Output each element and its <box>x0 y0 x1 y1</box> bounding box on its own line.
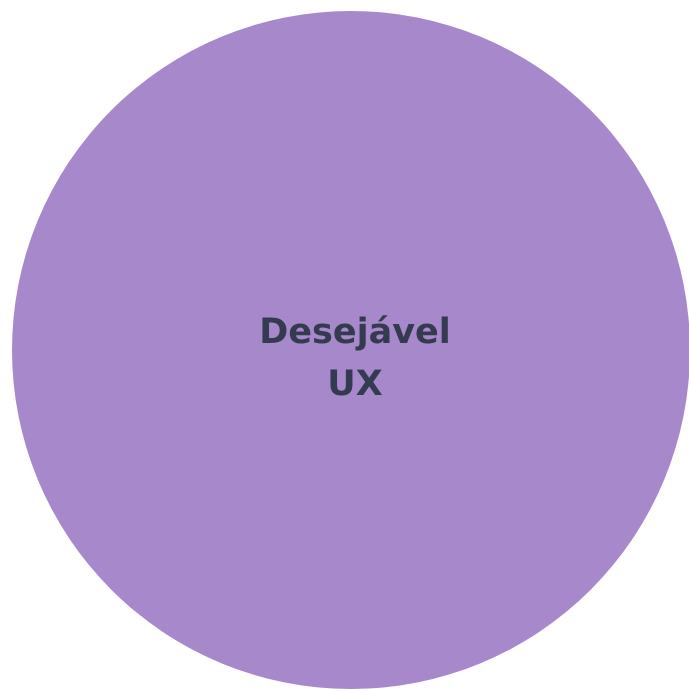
circle <box>12 11 689 689</box>
node-label: UX <box>327 364 382 404</box>
node-label: Desejável <box>259 312 451 352</box>
